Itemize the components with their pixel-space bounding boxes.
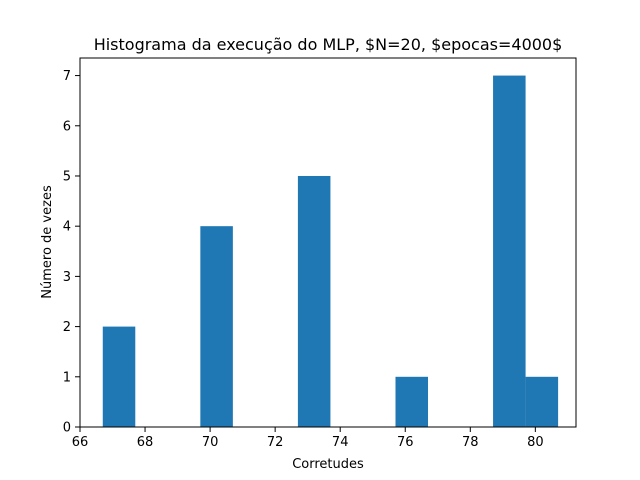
y-tick-label-6: 6 (63, 119, 71, 134)
x-tick-label-80: 80 (527, 435, 544, 450)
chart-title: Histograma da execução do MLP, $N=20, $e… (94, 35, 563, 54)
x-tick-label-68: 68 (137, 435, 154, 450)
plot-frame (79, 57, 577, 428)
y-tick-label-1: 1 (63, 370, 71, 385)
y-tick-label-5: 5 (63, 169, 71, 184)
histogram-bar-3 (200, 226, 233, 427)
histogram-bar-6 (297, 175, 331, 427)
histogram-bar-9 (395, 376, 429, 427)
y-tick-label-7: 7 (63, 69, 71, 84)
histogram-bar-12 (493, 75, 526, 427)
y-tick-label-4: 4 (63, 220, 71, 235)
histogram-bar-13 (525, 376, 559, 427)
x-tick-label-70: 70 (202, 435, 219, 450)
y-tick-label-2: 2 (63, 320, 71, 335)
bars-group (102, 75, 559, 427)
x-tick-label-66: 66 (72, 435, 89, 450)
y-tick-label-0: 0 (63, 421, 71, 436)
x-tick-label-74: 74 (332, 435, 349, 450)
x-tick-label-72: 72 (267, 435, 284, 450)
histogram-bar-0 (102, 326, 136, 427)
y-tick-label-3: 3 (63, 270, 71, 285)
x-tick-label-76: 76 (397, 435, 414, 450)
x-axis-ticks: 66 68 70 72 74 76 78 80 (72, 427, 544, 450)
y-axis-ticks: 0 1 2 3 4 5 6 7 (63, 69, 80, 436)
y-axis-label: Número de vezes (40, 185, 55, 299)
x-tick-label-78: 78 (462, 435, 479, 450)
x-axis-label: Corretudes (292, 457, 364, 472)
